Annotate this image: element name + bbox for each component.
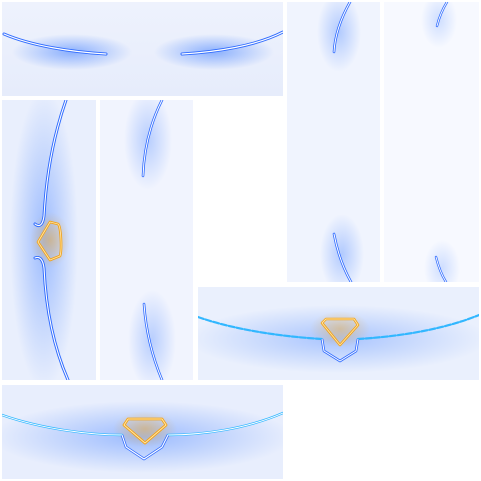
curved-line-ends-icon xyxy=(100,100,193,380)
chevron-badge-icon xyxy=(198,287,479,380)
tile-arc-ends-tall-faint xyxy=(384,2,479,282)
chevron-badge-icon xyxy=(2,385,283,479)
tile-arc-ends-wide xyxy=(2,2,283,96)
tile-arc-badge-wide-bottom xyxy=(2,385,283,479)
chevron-badge-icon xyxy=(2,100,96,380)
curved-line-ends-icon xyxy=(384,2,479,282)
tile-arc-badge-tall xyxy=(2,100,96,380)
curved-line-ends-icon xyxy=(2,2,283,96)
tile-arc-badge-wide-right xyxy=(198,287,479,380)
tile-arc-ends-tall-right xyxy=(287,2,380,282)
curved-line-ends-icon xyxy=(287,2,380,282)
tile-arc-ends-tall-left xyxy=(100,100,193,380)
